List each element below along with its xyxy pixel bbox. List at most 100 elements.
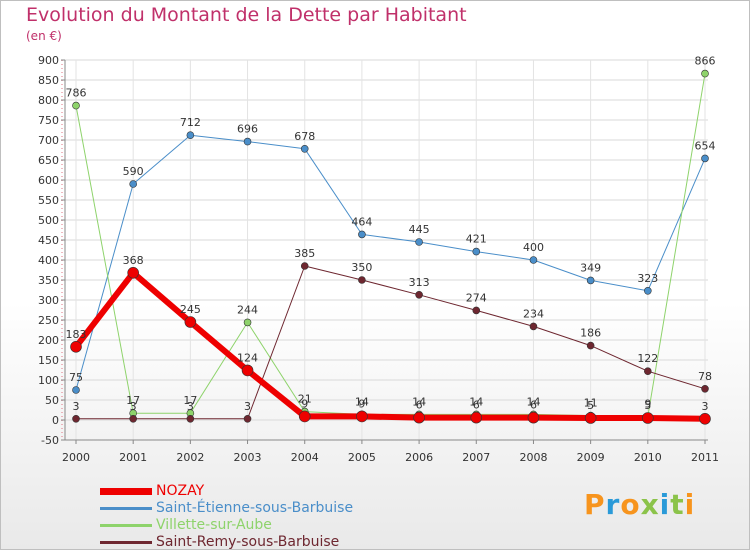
data-point-saint-tienne-sous-barbuise (358, 230, 366, 239)
data-label-nozay: 183 (66, 328, 87, 341)
data-label-saint-remy-sous-barbuise: 186 (580, 327, 601, 340)
data-label-nozay: 245 (180, 303, 201, 316)
data-point-saint-remy-sous-barbuise (529, 322, 538, 331)
y-tick-label: 0 (52, 414, 59, 427)
axes (61, 60, 708, 441)
x-tick-label: 2008 (519, 451, 547, 464)
data-label-saint-remy-sous-barbuise: 3 (187, 400, 194, 413)
data-label-villette-sur-aube: 17 (126, 394, 140, 407)
x-tick-label: 2009 (577, 451, 605, 464)
logo-letter: r (605, 488, 621, 521)
y-tick-label: 700 (38, 134, 59, 147)
logo-letter: t (670, 488, 685, 521)
series-line-nozay (73, 269, 708, 422)
legend-label: Saint-Remy-sous-Barbuise (156, 534, 340, 550)
data-label-saint-tienne-sous-barbuise: 445 (409, 223, 430, 236)
logo-letter: o (620, 488, 641, 521)
data-point-villette-sur-aube (701, 69, 709, 78)
data-point-saint-tienne-sous-barbuise (129, 180, 137, 188)
data-point-saint-remy-sous-barbuise (72, 414, 80, 423)
y-tick-label: 550 (38, 194, 59, 207)
data-label-saint-tienne-sous-barbuise: 75 (69, 371, 83, 384)
data-label-villette-sur-aube: 14 (412, 395, 426, 408)
data-label-villette-sur-aube: 866 (695, 55, 716, 68)
series-group (70, 69, 711, 425)
data-label-saint-remy-sous-barbuise: 3 (73, 400, 80, 413)
data-point-nozay (298, 410, 311, 423)
data-point-saint-remy-sous-barbuise (586, 341, 595, 350)
series-line-saint-remy-sous-barbuise (75, 265, 706, 420)
y-tick-label: 300 (38, 294, 59, 307)
data-point-nozay (356, 410, 368, 423)
legend-label: Villette-sur-Aube (156, 517, 272, 533)
data-point-villette-sur-aube (72, 101, 80, 110)
x-tick-label: 2003 (234, 451, 262, 464)
legend-label: NOZAY (156, 483, 205, 499)
x-tick-label: 2007 (462, 451, 490, 464)
logo-letter: i (684, 488, 696, 521)
data-point-villette-sur-aube (243, 318, 252, 327)
proxiti-logo: Proxiti (584, 488, 695, 521)
y-tick-label: 350 (38, 274, 59, 287)
chart-title: Evolution du Montant de la Dette par Hab… (26, 4, 467, 26)
y-tick-label: 150 (38, 354, 59, 367)
x-tick-label: 2010 (634, 451, 662, 464)
data-label-nozay: 9 (358, 397, 365, 410)
data-label-saint-remy-sous-barbuise: 274 (466, 291, 487, 304)
data-label-nozay: 3 (702, 400, 709, 413)
data-point-nozay (470, 411, 483, 424)
data-point-saint-tienne-sous-barbuise (415, 238, 423, 246)
series-line-villette-sur-aube (75, 73, 706, 417)
data-point-saint-remy-sous-barbuise (243, 414, 252, 423)
y-tick-label: -50 (41, 434, 59, 447)
data-point-saint-tienne-sous-barbuise (701, 154, 709, 163)
logo-letter: P (584, 488, 606, 521)
data-label-saint-remy-sous-barbuise: 3 (244, 400, 251, 413)
data-point-saint-tienne-sous-barbuise (243, 137, 252, 146)
data-point-nozay (70, 340, 82, 353)
data-label-saint-tienne-sous-barbuise: 421 (466, 233, 487, 246)
data-label-villette-sur-aube: 14 (526, 395, 540, 408)
y-axis-ticks: -50 0 50 100 150 200 250 300 350 400 450 500 550 600 6… (38, 54, 65, 447)
data-label-villette-sur-aube: 21 (298, 393, 312, 406)
data-label-saint-tienne-sous-barbuise: 696 (237, 123, 258, 136)
data-label-saint-tienne-sous-barbuise: 400 (523, 241, 544, 254)
data-label-nozay: 6 (416, 399, 423, 412)
data-label-nozay: 5 (587, 399, 594, 412)
x-tick-label: 2004 (291, 451, 319, 464)
data-point-nozay (241, 364, 254, 377)
y-tick-label: 800 (38, 94, 59, 107)
data-label-saint-remy-sous-barbuise: 122 (637, 352, 658, 365)
data-point-saint-tienne-sous-barbuise (186, 131, 195, 139)
data-point-saint-remy-sous-barbuise (701, 384, 709, 393)
y-tick-label: 600 (38, 174, 59, 187)
y-tick-label: 250 (38, 314, 59, 327)
y-tick-label: 750 (38, 114, 59, 127)
y-tick-label: 450 (38, 234, 59, 247)
data-label-nozay: 5 (644, 399, 651, 412)
data-label-saint-tienne-sous-barbuise: 349 (580, 261, 601, 274)
grid-lines (65, 59, 708, 441)
data-label-nozay: 124 (237, 351, 258, 364)
legend-label: Saint-Étienne-sous-Barbuise (156, 500, 354, 516)
data-point-saint-tienne-sous-barbuise (300, 145, 309, 153)
data-label-nozay: 9 (301, 397, 308, 410)
chart-subtitle: (en €) (26, 29, 62, 43)
data-point-nozay (699, 412, 711, 425)
data-point-saint-remy-sous-barbuise (644, 367, 652, 376)
data-label-saint-remy-sous-barbuise: 385 (294, 247, 315, 260)
legend-swatch (100, 507, 152, 510)
x-tick-label: 2006 (405, 451, 433, 464)
data-point-saint-tienne-sous-barbuise (586, 276, 595, 285)
data-label-saint-remy-sous-barbuise: 234 (523, 307, 544, 320)
data-point-saint-remy-sous-barbuise (358, 276, 366, 284)
data-point-saint-tienne-sous-barbuise (472, 247, 481, 256)
data-label-saint-tienne-sous-barbuise: 323 (637, 272, 658, 285)
y-tick-label: 400 (38, 254, 59, 267)
data-label-villette-sur-aube: 14 (355, 395, 369, 408)
data-label-saint-remy-sous-barbuise: 313 (409, 276, 430, 289)
data-label-nozay: 6 (530, 399, 537, 412)
data-point-saint-tienne-sous-barbuise (644, 286, 652, 295)
y-tick-label: 850 (38, 74, 59, 87)
